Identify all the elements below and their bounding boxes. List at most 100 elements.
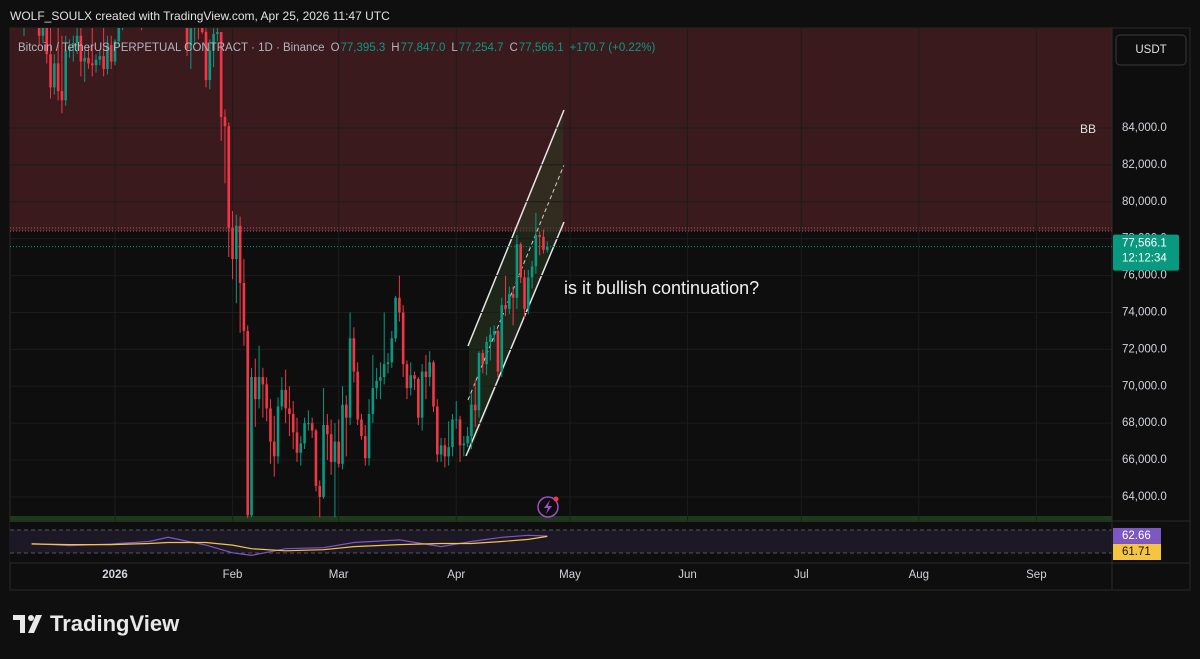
candle-body <box>504 305 507 309</box>
x-tick-label: Aug <box>909 569 929 581</box>
candle-body <box>185 28 189 49</box>
candle-body <box>253 377 257 400</box>
candle-body <box>216 32 219 34</box>
candle-body <box>390 338 394 363</box>
candle-body <box>68 46 71 51</box>
candle-body <box>409 375 413 389</box>
y-tick-label: 68,000.0 <box>1122 417 1167 429</box>
candle-body <box>337 441 341 464</box>
candle-body <box>102 56 105 69</box>
candle-body <box>534 234 538 267</box>
candle-body <box>204 32 208 81</box>
candle-body <box>341 404 344 464</box>
candle-body <box>265 384 268 409</box>
legend-key: O <box>331 42 340 54</box>
legend-key: L <box>451 42 458 54</box>
channel-line <box>467 109 565 347</box>
candle-body <box>458 419 462 446</box>
candle-body <box>375 380 378 389</box>
candle-body <box>219 32 223 117</box>
x-tick-label: 2026 <box>102 569 128 581</box>
rsi-value-box <box>1113 527 1161 544</box>
candle-body <box>508 294 511 309</box>
candle-body <box>269 408 272 442</box>
legend-key: C <box>510 42 518 54</box>
zone-label: BB <box>1080 122 1096 136</box>
candle-body <box>454 419 458 421</box>
candle-body <box>386 362 390 365</box>
candle-body <box>523 277 526 309</box>
candle-body <box>288 408 291 414</box>
candle-body <box>37 28 41 36</box>
candle-body <box>367 413 371 459</box>
candle-body <box>492 330 496 335</box>
candle-body <box>193 28 196 29</box>
rsi-value-label: 62.66 <box>1122 530 1151 542</box>
last-price-box <box>1113 234 1179 271</box>
candle-body <box>417 378 420 418</box>
candle-body <box>295 432 299 453</box>
candle-body <box>500 305 504 372</box>
x-tick-label: Feb <box>223 569 243 581</box>
candle-body <box>424 371 428 378</box>
currency[interactable]: USDT <box>1135 44 1166 56</box>
candle-body <box>348 338 352 418</box>
y-tick-label: 80,000.0 <box>1122 196 1167 208</box>
candle-body <box>106 44 109 69</box>
candle-body <box>489 334 492 342</box>
rsi-line <box>31 535 548 552</box>
y-tick-label: 64,000.0 <box>1122 491 1167 503</box>
candle-body <box>333 441 337 462</box>
legend-title: Bitcoin / TetherUS PERPETUAL CONTRACT · … <box>18 42 325 54</box>
candle-body <box>189 28 193 49</box>
candle-body <box>526 277 530 309</box>
candle-body <box>284 389 287 409</box>
support-zone <box>10 516 1112 522</box>
legend-value: 77,395.3 <box>341 42 386 54</box>
candle-body <box>307 423 310 425</box>
brand-name: TradingView <box>50 611 180 636</box>
candle-body <box>413 375 416 379</box>
candle-body <box>87 57 90 64</box>
candle-body <box>109 44 113 62</box>
candle-body <box>352 338 356 372</box>
x-tick-label: Mar <box>329 569 349 581</box>
candle-body <box>280 389 284 407</box>
candle-body <box>56 63 60 92</box>
candle-body <box>481 353 485 365</box>
candle-body <box>71 43 75 47</box>
candle-body <box>272 441 276 457</box>
candle-body <box>545 246 549 250</box>
candle-body <box>45 28 49 55</box>
candle-body <box>519 244 523 278</box>
x-tick-label: May <box>559 569 581 581</box>
grid <box>10 28 1112 563</box>
legend-value: 77,566.1 <box>519 42 564 54</box>
candle-body <box>394 297 397 339</box>
candle-body <box>314 430 318 486</box>
candle-body <box>310 423 314 431</box>
candle-body <box>53 63 56 88</box>
candle-body <box>257 377 261 400</box>
rsi-line <box>31 534 548 557</box>
candle-body <box>212 33 215 51</box>
candle-body <box>231 227 234 259</box>
y-tick-label: 74,000.0 <box>1122 307 1167 319</box>
candle-body <box>356 371 359 420</box>
candle-body <box>360 419 363 437</box>
x-tick-label: Apr <box>447 569 465 581</box>
candle-body <box>379 377 382 381</box>
candle-body <box>382 364 386 378</box>
alert-icon[interactable] <box>537 496 559 518</box>
brand-logo <box>13 615 42 633</box>
candle-body <box>451 419 454 448</box>
y-tick-label: 70,000.0 <box>1122 380 1167 392</box>
candle-body <box>371 388 375 414</box>
alert-bolt <box>544 500 552 514</box>
candle-body <box>435 406 439 455</box>
legend-change: +170.7 (+0.22%) <box>570 42 656 54</box>
candle-body <box>303 423 306 444</box>
currency-box[interactable] <box>1115 34 1187 66</box>
